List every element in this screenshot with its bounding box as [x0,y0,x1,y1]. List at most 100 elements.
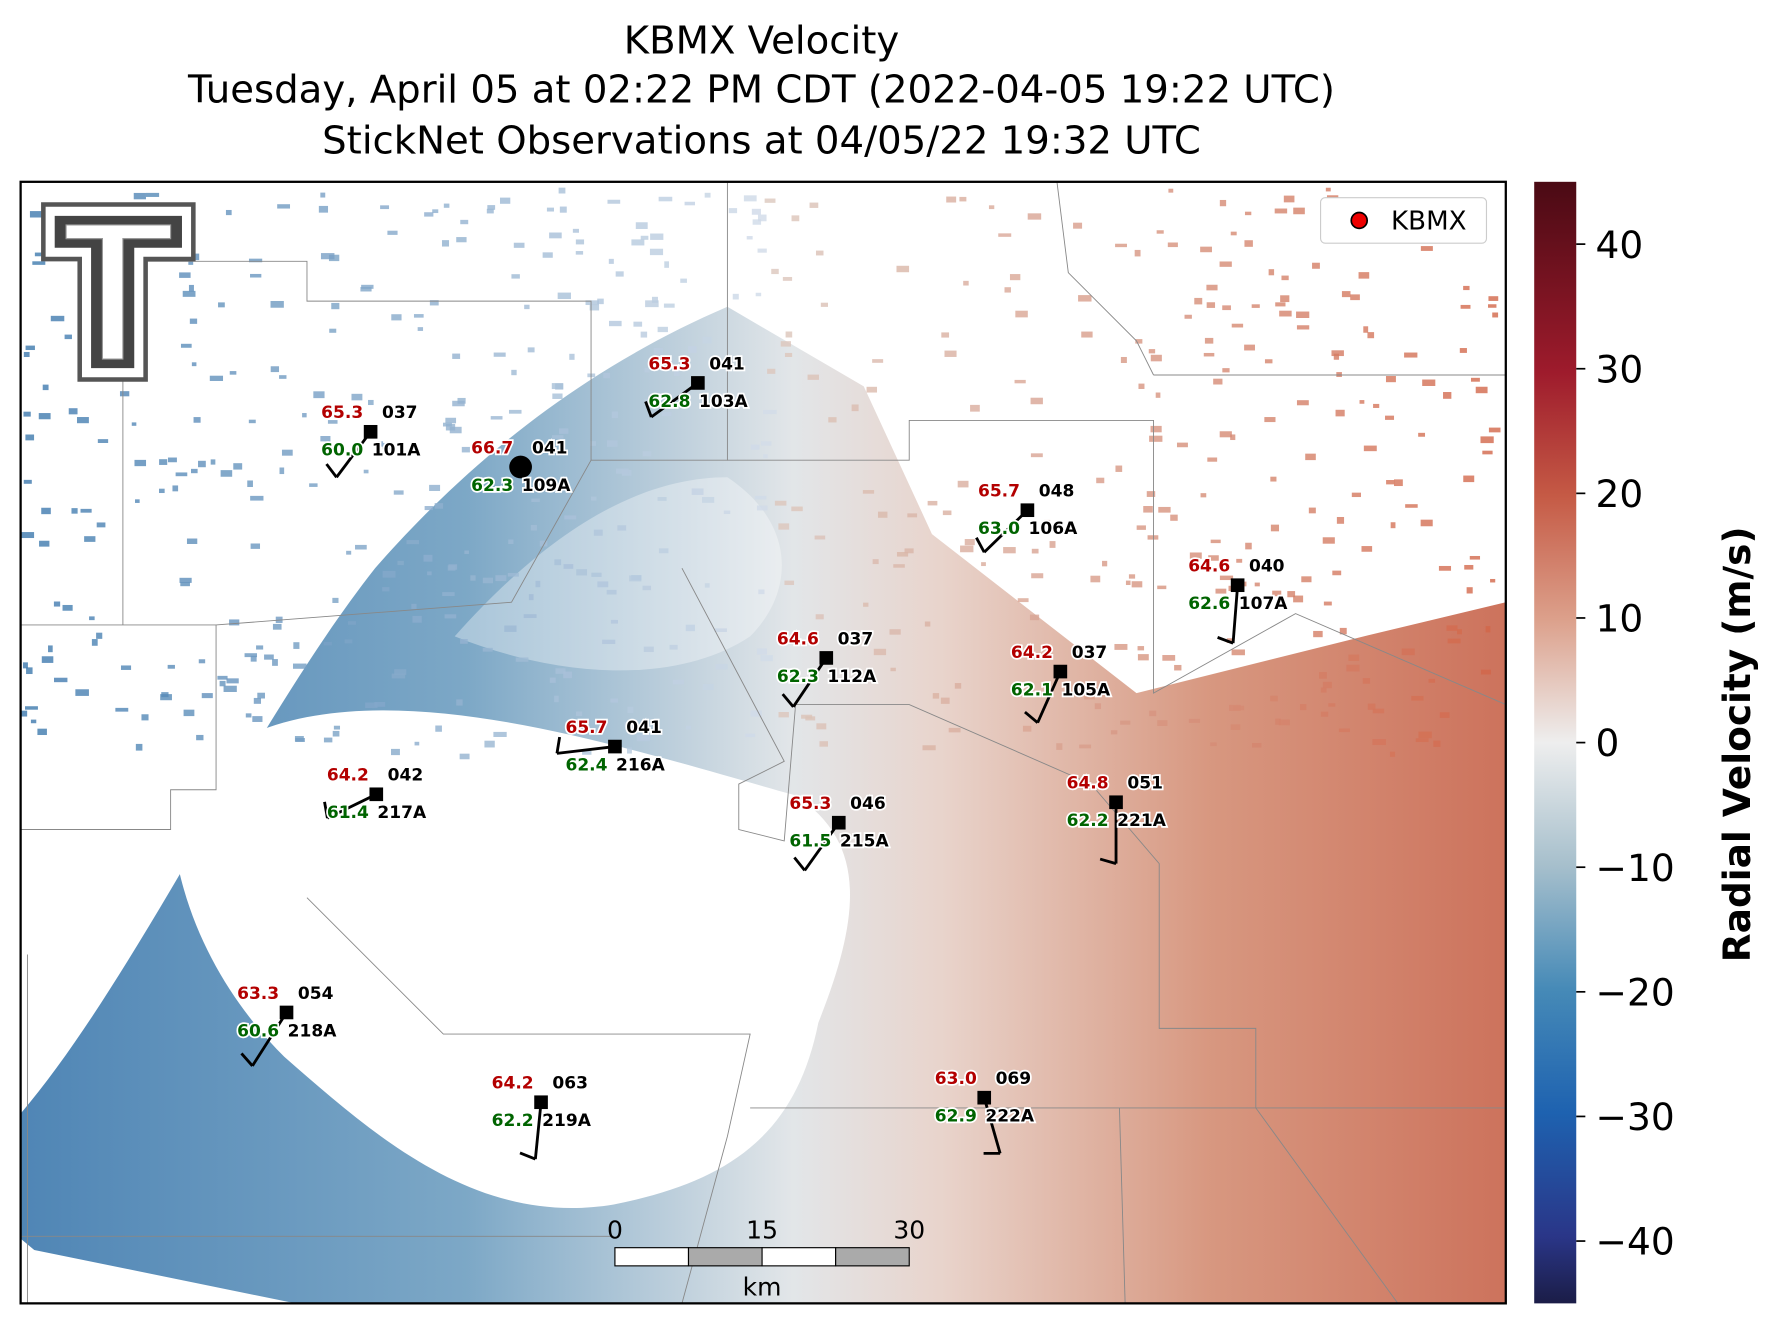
echo-speckle [559,428,569,434]
echo-speckle [549,677,556,683]
echo-speckle [435,725,442,732]
echo-speckle [167,664,175,669]
echo-speckle [513,242,525,248]
echo-speckle [188,284,194,292]
echo-speckle [448,564,458,570]
echo-speckle [1372,739,1386,746]
wind-barb-flag [975,537,986,553]
echo-speckle [873,648,887,656]
echo-speckle [940,697,950,704]
echo-speckle [1279,310,1292,317]
station-code: 069 [996,1069,1032,1089]
echo-speckle [1335,409,1345,417]
echo-speckle [626,747,632,754]
station-dewpoint: 62.3 [777,667,819,687]
scale-segment [614,1247,690,1267]
echo-speckle [589,304,600,311]
echo-speckle [1422,379,1436,386]
station-dewpoint: 60.0 [321,441,363,461]
echo-speckle [250,273,262,278]
echo-speckle [1210,539,1221,544]
echo-speckle [957,480,969,488]
echo-speckle [42,384,49,391]
echo-speckle [38,413,51,420]
echo-speckle [256,645,264,650]
echo-speckle [1222,305,1231,311]
echo-speckle [1393,479,1403,487]
echo-speckle [391,673,406,679]
echo-speckle [642,451,652,457]
wind-barb [326,793,377,820]
echo-speckle [963,280,969,286]
wind-barb-flag [555,736,562,754]
echo-speckle [559,206,567,213]
echo-speckle [250,543,261,549]
echo-speckle [160,694,172,701]
echo-speckle [877,511,888,518]
echo-speckle [1469,555,1481,560]
echo-speckle [611,411,618,419]
echo-speckle [133,192,146,200]
echo-speckle [1339,627,1347,635]
scale-tick-label: 0 [607,1216,623,1245]
logo [41,202,196,382]
echo-speckle [1135,339,1143,344]
echo-speckle [84,536,96,542]
echo-speckle [1162,655,1176,661]
echo-speckle [482,647,493,652]
echo-speckle [1206,284,1218,291]
echo-speckle [365,702,378,709]
echo-speckle [1030,453,1043,458]
echo-speckle [1213,378,1223,385]
colorbar-tick-label: −30 [1596,1095,1675,1139]
echo-speckle [664,261,670,268]
echo-speckle [756,648,767,655]
echo-speckle [134,459,147,467]
echo-speckle [1475,386,1488,394]
echo-speckle [756,505,768,511]
echo-speckle [387,230,398,235]
echo-speckle [1328,703,1336,707]
echo-speckle [131,422,137,426]
echo-speckle [702,496,715,503]
echo-speckle [1206,302,1216,308]
echo-speckle [606,440,618,447]
echo-speckle [650,233,664,240]
echo-speckle [597,581,609,588]
echo-speckle [1319,672,1327,679]
echo-speckle [1215,588,1227,594]
echo-speckle [640,331,648,338]
echo-speckle [397,560,404,566]
echo-speckle [1296,325,1310,330]
colorbar-label: Radial Velocity (m/s) [1715,526,1759,962]
echo-speckle [360,287,372,292]
echo-speckle [959,196,967,202]
colorbar-tick-label: −10 [1596,846,1675,890]
wind-barb [803,821,840,872]
echo-speckle [1078,295,1092,302]
echo-speckle [1301,576,1312,583]
echo-speckle [563,564,574,569]
station-temperature: 65.3 [321,403,363,423]
echo-speckle [1200,493,1207,498]
echo-speckle [1428,678,1436,683]
echo-speckle [344,639,353,644]
colorbar-tick-label: 20 [1596,472,1644,516]
echo-speckle [752,219,762,225]
echo-speckle [602,639,616,645]
echo-speckle [159,488,165,494]
echo-speckle [1488,304,1497,308]
echo-speckle [1433,740,1441,747]
echo-speckle [754,495,767,500]
echo-speckle [293,642,300,649]
echo-speckle [1030,397,1043,405]
echo-speckle [219,680,226,687]
wind-barb [983,509,1029,554]
echo-speckle [1128,574,1136,579]
echo-speckle [1114,643,1128,650]
echo-speckle [970,404,980,412]
echo-speckle [1229,704,1241,711]
echo-speckle [220,470,233,477]
echo-speckle [582,750,592,755]
echo-speckle [1361,546,1373,552]
